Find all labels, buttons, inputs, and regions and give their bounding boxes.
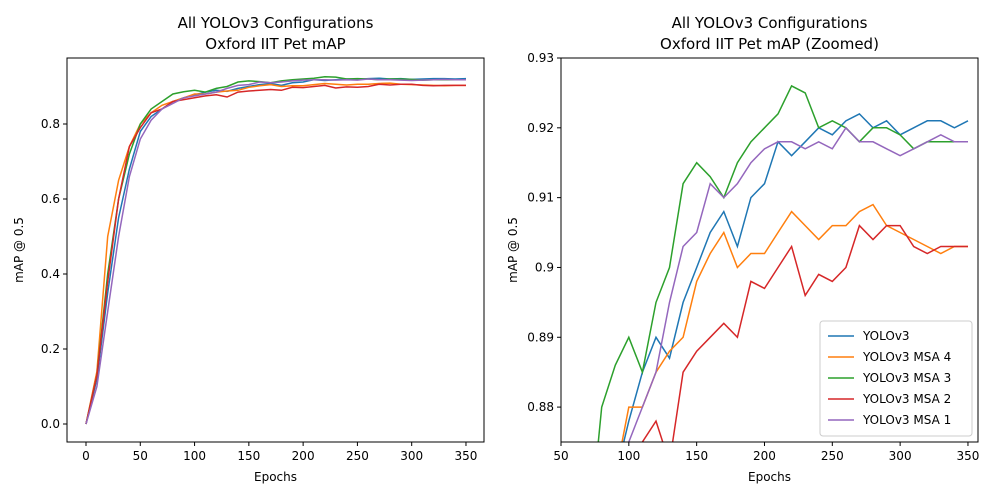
y-axis-label: mAP @ 0.5: [12, 217, 26, 283]
y-axis-label: mAP @ 0.5: [506, 217, 520, 283]
x-tick-label: 350: [957, 449, 980, 463]
chart-subtitle: Oxford IIT Pet mAP (Zoomed): [660, 35, 879, 53]
x-tick-label: 200: [292, 449, 315, 463]
line: [627, 126, 968, 442]
legend-label: YOLOv3 MSA 2: [862, 392, 951, 406]
y-tick-label: 0.93: [527, 51, 554, 65]
y-tick-label: 0.9: [535, 260, 554, 274]
x-tick-label: 150: [237, 449, 260, 463]
y-tick-label: 0.91: [527, 191, 554, 205]
legend: YOLOv3 YOLOv3 MSA 4 YOLOv3 MSA 3 YOLOv3 MSA…: [819, 320, 973, 437]
x-tick-label: 300: [889, 449, 912, 463]
axes-frame: [560, 57, 979, 443]
axes-frame: [66, 57, 485, 443]
x-tick-label: 50: [133, 449, 148, 463]
legend-label: YOLOv3 MSA 4: [862, 350, 951, 364]
line: [85, 83, 466, 425]
y-tick-label: 0.4: [41, 267, 60, 281]
line: [641, 224, 968, 442]
y-tick-label: 0.0: [41, 417, 60, 431]
chart-subtitle: Oxford IIT Pet mAP: [205, 35, 345, 53]
line: [85, 78, 466, 425]
x-tick-label: 0: [82, 449, 90, 463]
y-tick-label: 0.88: [527, 400, 554, 414]
plot-area: [597, 84, 969, 442]
y-tick-label: 0.89: [527, 330, 554, 344]
legend-label: YOLOv3: [862, 329, 910, 343]
line: [85, 77, 467, 425]
x-axis-label: Epochs: [254, 470, 297, 484]
chart-title: All YOLOv3 Configurations: [178, 14, 374, 32]
x-tick-label: 100: [617, 449, 640, 463]
legend-label: YOLOv3 MSA 3: [862, 371, 951, 385]
y-tick-label: 0.2: [41, 342, 60, 356]
legend-box: [819, 320, 973, 437]
x-tick-label: 150: [685, 449, 708, 463]
x-axis-label: Epochs: [748, 470, 791, 484]
x-tick-label: 250: [346, 449, 369, 463]
x-tick-label: 50: [553, 449, 568, 463]
x-tick-label: 300: [400, 449, 423, 463]
x-tick-label: 100: [183, 449, 206, 463]
plot-area: [85, 75, 467, 425]
legend-label: YOLOv3 MSA 1: [862, 413, 951, 427]
line: [597, 84, 968, 442]
y-tick-label: 0.92: [527, 121, 554, 135]
y-tick-label: 0.6: [41, 192, 60, 206]
y-tick-label: 0.8: [41, 117, 60, 131]
x-tick-label: 350: [455, 449, 478, 463]
chart-title: All YOLOv3 Configurations: [672, 14, 868, 32]
line: [622, 112, 969, 442]
x-tick-label: 200: [753, 449, 776, 463]
x-tick-label: 250: [821, 449, 844, 463]
line: [621, 203, 968, 442]
